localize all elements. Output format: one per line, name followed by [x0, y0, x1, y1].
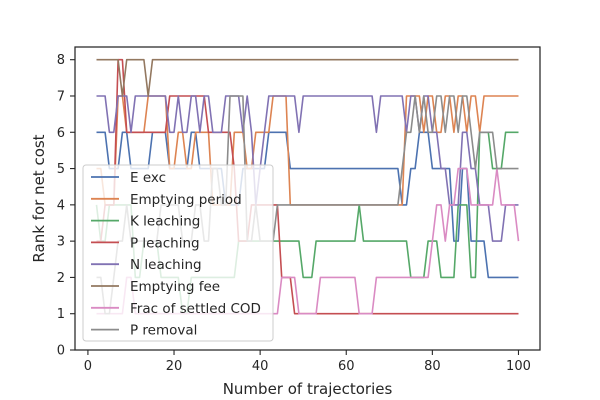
x-tick-label: 20 — [166, 359, 183, 374]
legend-label: P removal — [130, 323, 197, 339]
legend-label: K leaching — [130, 214, 200, 230]
y-tick-label: 6 — [57, 126, 65, 141]
legend-label: P leaching — [130, 235, 200, 251]
x-tick-label: 80 — [424, 359, 441, 374]
y-tick-label: 8 — [57, 53, 65, 68]
legend: E exc Emptying period K leaching P leaching… — [82, 164, 274, 342]
series-line-5 — [96, 95, 519, 242]
axis-ticks: 0 20 40 60 80 100 0 1 2 3 4 5 6 7 8 — [57, 53, 531, 374]
y-tick-label: 4 — [57, 198, 65, 213]
series-line-2 — [96, 95, 519, 206]
legend-label: E exc — [130, 170, 166, 186]
legend-box — [82, 164, 274, 342]
y-tick-label: 1 — [57, 307, 65, 322]
legend-label: Emptying period — [130, 192, 242, 208]
series-line-6 — [96, 58, 519, 97]
y-tick-label: 7 — [57, 89, 65, 104]
x-tick-label: 40 — [252, 359, 269, 374]
axes-frame — [74, 46, 541, 351]
x-tick-label: 60 — [338, 359, 355, 374]
y-tick-label: 3 — [57, 235, 65, 250]
legend-label: Frac of settled COD — [130, 301, 261, 317]
series-line-4 — [96, 58, 519, 315]
x-tick-label: 0 — [84, 359, 92, 374]
x-tick-label: 100 — [506, 359, 531, 374]
legend-label: N leaching — [130, 257, 202, 273]
y-tick-label: 2 — [57, 271, 65, 286]
x-axis-label: Number of trajectories — [223, 380, 393, 398]
y-tick-label: 0 — [57, 344, 65, 359]
y-axis-label: Rank for net cost — [30, 134, 48, 262]
legend-label: Emptying fee — [130, 279, 220, 295]
y-tick-label: 5 — [57, 162, 65, 177]
